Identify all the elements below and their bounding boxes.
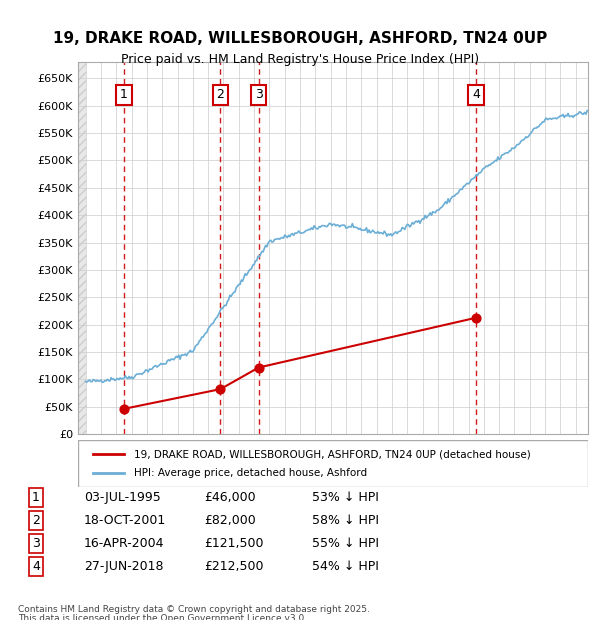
Text: 4: 4 — [32, 560, 40, 574]
Text: 3: 3 — [32, 537, 40, 550]
Text: This data is licensed under the Open Government Licence v3.0.: This data is licensed under the Open Gov… — [18, 614, 307, 620]
Text: 53% ↓ HPI: 53% ↓ HPI — [312, 490, 379, 503]
Text: £82,000: £82,000 — [204, 514, 256, 527]
Text: 19, DRAKE ROAD, WILLESBOROUGH, ASHFORD, TN24 0UP: 19, DRAKE ROAD, WILLESBOROUGH, ASHFORD, … — [53, 31, 547, 46]
Text: 1: 1 — [32, 490, 40, 503]
Text: HPI: Average price, detached house, Ashford: HPI: Average price, detached house, Ashf… — [134, 467, 367, 478]
Bar — [78, 62, 86, 434]
Point — [215, 384, 225, 394]
Text: 19, DRAKE ROAD, WILLESBOROUGH, ASHFORD, TN24 0UP (detached house): 19, DRAKE ROAD, WILLESBOROUGH, ASHFORD, … — [134, 449, 531, 459]
Point — [119, 404, 129, 414]
Text: 2: 2 — [217, 88, 224, 101]
Text: Price paid vs. HM Land Registry's House Price Index (HPI): Price paid vs. HM Land Registry's House … — [121, 53, 479, 66]
Point — [254, 363, 263, 373]
Text: 16-APR-2004: 16-APR-2004 — [84, 537, 164, 550]
Text: £212,500: £212,500 — [204, 560, 263, 574]
Point — [471, 312, 481, 322]
Text: 1: 1 — [120, 88, 128, 101]
Text: 54% ↓ HPI: 54% ↓ HPI — [312, 560, 379, 574]
Text: £121,500: £121,500 — [204, 537, 263, 550]
Text: 03-JUL-1995: 03-JUL-1995 — [84, 490, 161, 503]
Text: Contains HM Land Registry data © Crown copyright and database right 2025.: Contains HM Land Registry data © Crown c… — [18, 604, 370, 614]
Text: 3: 3 — [254, 88, 263, 101]
Text: 58% ↓ HPI: 58% ↓ HPI — [312, 514, 379, 527]
Text: 4: 4 — [472, 88, 480, 101]
Text: 55% ↓ HPI: 55% ↓ HPI — [312, 537, 379, 550]
Text: 2: 2 — [32, 514, 40, 527]
Text: £46,000: £46,000 — [204, 490, 256, 503]
Text: 18-OCT-2001: 18-OCT-2001 — [84, 514, 166, 527]
FancyBboxPatch shape — [78, 440, 588, 487]
Text: 27-JUN-2018: 27-JUN-2018 — [84, 560, 163, 574]
